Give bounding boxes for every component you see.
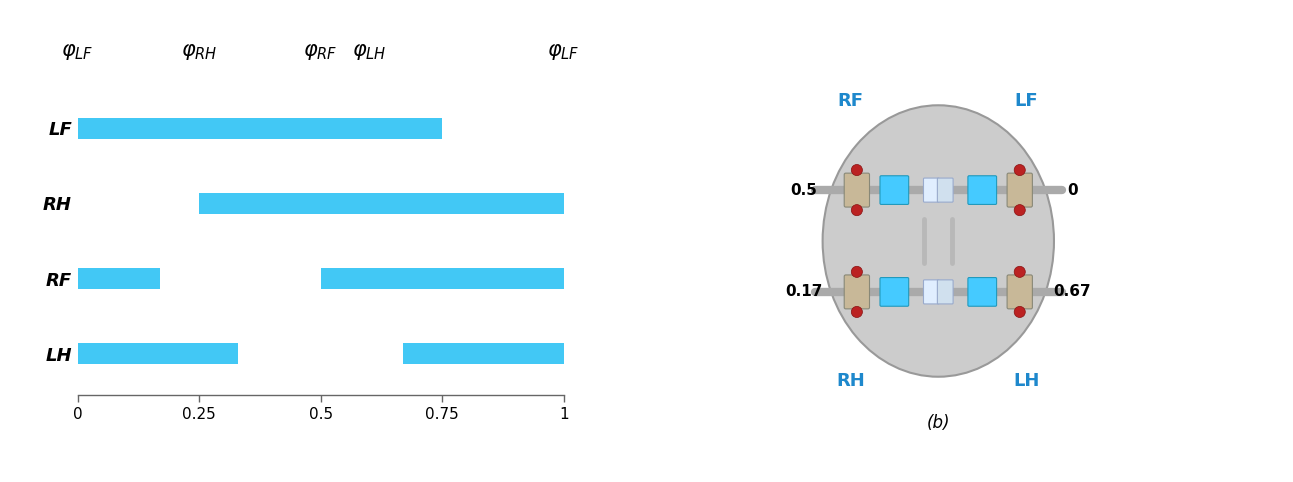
Circle shape	[851, 164, 862, 175]
FancyBboxPatch shape	[937, 280, 953, 304]
FancyBboxPatch shape	[937, 178, 953, 202]
Text: $\varphi_{\mathit{LH}}$: $\varphi_{\mathit{LH}}$	[352, 42, 387, 62]
Text: 0.17: 0.17	[785, 284, 822, 299]
Bar	[78, 343, 238, 364]
Text: 0.67: 0.67	[1054, 284, 1091, 299]
Text: $\varphi_{\mathit{RH}}$: $\varphi_{\mathit{RH}}$	[181, 42, 217, 62]
FancyBboxPatch shape	[1007, 275, 1032, 309]
Bar	[78, 268, 160, 289]
Bar	[403, 343, 564, 364]
Bar	[78, 118, 442, 139]
Text: LH: LH	[1012, 373, 1040, 390]
Bar	[321, 268, 564, 289]
Circle shape	[1014, 164, 1025, 175]
Text: $\varphi_{\mathit{LF}}$: $\varphi_{\mathit{LF}}$	[61, 42, 94, 62]
Circle shape	[1014, 266, 1025, 278]
Circle shape	[851, 266, 862, 278]
Circle shape	[1014, 307, 1025, 318]
FancyBboxPatch shape	[923, 280, 939, 304]
Ellipse shape	[822, 105, 1054, 377]
Text: LF: LF	[1015, 92, 1038, 109]
Text: RF: RF	[838, 92, 864, 109]
FancyBboxPatch shape	[881, 176, 909, 204]
FancyBboxPatch shape	[923, 178, 939, 202]
Bar	[199, 193, 564, 214]
Text: $\varphi_{\mathit{LF}}$: $\varphi_{\mathit{LF}}$	[547, 42, 581, 62]
Circle shape	[1014, 204, 1025, 216]
FancyBboxPatch shape	[968, 176, 997, 204]
Text: 0: 0	[1067, 183, 1078, 198]
FancyBboxPatch shape	[844, 275, 869, 309]
FancyBboxPatch shape	[881, 278, 909, 306]
FancyBboxPatch shape	[1007, 173, 1032, 207]
FancyBboxPatch shape	[968, 278, 997, 306]
FancyBboxPatch shape	[844, 173, 869, 207]
Text: 0.5: 0.5	[790, 183, 817, 198]
Text: RH: RH	[837, 373, 865, 390]
Circle shape	[851, 204, 862, 216]
Text: $\varphi_{\mathit{RF}}$: $\varphi_{\mathit{RF}}$	[304, 42, 337, 62]
Circle shape	[851, 307, 862, 318]
Text: (b): (b)	[927, 414, 950, 432]
